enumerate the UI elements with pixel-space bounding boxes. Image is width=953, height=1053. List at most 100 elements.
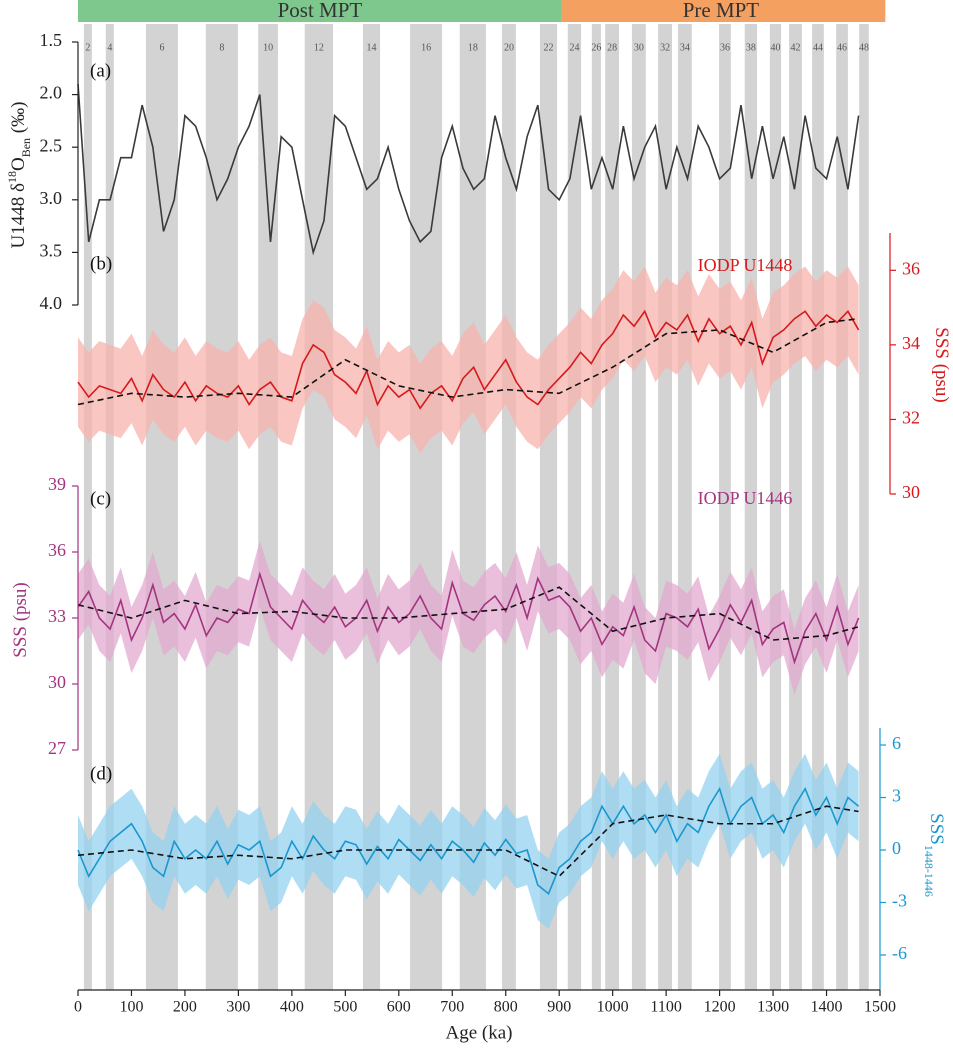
stage-band [836,24,848,990]
uncertainty-band [78,541,859,695]
y-tick-label: 2.5 [40,135,63,155]
y-axis-label: SSS1448-1446 [922,813,946,897]
y-axis-label-part: (‰) [8,102,29,138]
data-line [77,571,860,665]
stage-label: 20 [504,42,514,53]
panel: 30 32 34 36 SSS (psu) (b) IODP U1448 [77,233,952,502]
stage-label: 12 [314,42,324,53]
x-tick-label: 900 [547,999,571,1016]
series-name: IODP U1446 [698,488,793,508]
stage-label: 14 [367,42,377,53]
y-tick-label: 3.5 [40,241,63,261]
x-tick-label: 1400 [811,999,843,1016]
uncertainty-band [78,753,859,929]
y-axis-label-part: SSS (psu) [10,582,31,658]
stage-label: 46 [837,42,847,53]
x-tick-label: 300 [226,999,250,1016]
stage-band [658,24,673,990]
x-tick-label: 1000 [597,999,629,1016]
x-tick-label: 600 [387,999,411,1016]
data-line [77,786,860,896]
data-line [77,84,860,256]
stage-band [631,24,646,990]
x-tick-label: 0 [74,999,82,1016]
stage-label: 6 [159,42,164,53]
stage-band [83,24,92,990]
stage-label: 30 [634,42,644,53]
stage-label: 28 [607,42,617,53]
stage-label: 32 [660,42,670,53]
x-tick-label: 1100 [650,999,681,1016]
x-tick-label: 700 [440,999,464,1016]
stage-band [769,24,782,990]
stage-band [605,24,620,990]
stage-band [677,24,692,990]
panel-label: (d) [90,763,112,784]
x-tick-label: 800 [494,999,518,1016]
period-label: Post MPT [278,0,363,22]
stage-band [859,24,869,990]
y-tick-label: 2.0 [40,83,63,103]
period-label: Pre MPT [683,0,760,22]
stage-label: 10 [263,42,273,53]
stage-label: 16 [421,42,431,53]
y-axis-label-part: U1448 δ [8,183,29,248]
stage-label: 44 [813,42,823,53]
stage-label: 36 [720,42,730,53]
y-axis-label-part: 18 [5,171,19,183]
y-tick-label: 1.5 [40,30,63,50]
stage-label: 18 [468,42,478,53]
y-tick-label: 4.0 [40,293,63,313]
stage-band [539,24,558,990]
stage-label: 24 [569,42,579,53]
y-tick-label: 32 [902,408,920,428]
y-tick-label: -3 [892,891,907,911]
x-tick-label: 1500 [864,999,896,1016]
y-axis-label: SSS (psu) [10,582,31,658]
y-tick-label: 30 [902,482,920,502]
period-bar [561,0,886,22]
y-tick-label: 3.0 [40,188,63,208]
y-axis-label-part: Ben [19,138,33,157]
smooth-line [77,317,859,406]
y-tick-label: 0 [892,838,901,858]
y-tick-label: 27 [48,738,66,758]
y-axis-label: SSS (psu) [931,327,952,403]
y-tick-label: 34 [902,333,920,353]
data-line [77,309,860,410]
stage-band [591,24,601,990]
x-tick-label: 1200 [704,999,736,1016]
y-tick-label: -6 [892,943,907,963]
x-tick-label: 1300 [757,999,789,1016]
y-tick-label: 36 [902,258,920,278]
stage-label: 22 [544,42,554,53]
stage-label: 34 [680,42,690,53]
stage-label: 42 [791,42,801,53]
stage-label: 4 [107,42,112,53]
series-name: IODP U1448 [698,255,793,275]
y-tick-label: 30 [48,672,66,692]
y-tick-label: 39 [48,474,66,494]
x-tick-label: 100 [119,999,143,1016]
x-tick-label: 200 [173,999,197,1016]
stage-label: 40 [770,42,780,53]
panel: 27 30 33 36 39 SSS (psu) (c) IODP U1446 [10,474,860,758]
y-tick-label: 33 [48,606,66,626]
smooth-line [77,805,859,878]
stage-band [789,24,802,990]
panel-label: (c) [90,488,111,509]
stage-label: 2 [85,42,90,53]
stage-band [567,24,582,990]
panel: -6 -3 0 3 6 SSS1448-1446 (d) [77,728,947,990]
y-axis-label-part: SSS [926,813,947,845]
y-tick-label: 6 [892,733,901,753]
stage-band [501,24,516,990]
y-tick-label: 36 [48,540,66,560]
smooth-line [77,586,859,641]
uncertainty-band [78,266,859,453]
stage-band [744,24,758,990]
x-tick-label: 400 [280,999,304,1016]
stage-band [719,24,731,990]
